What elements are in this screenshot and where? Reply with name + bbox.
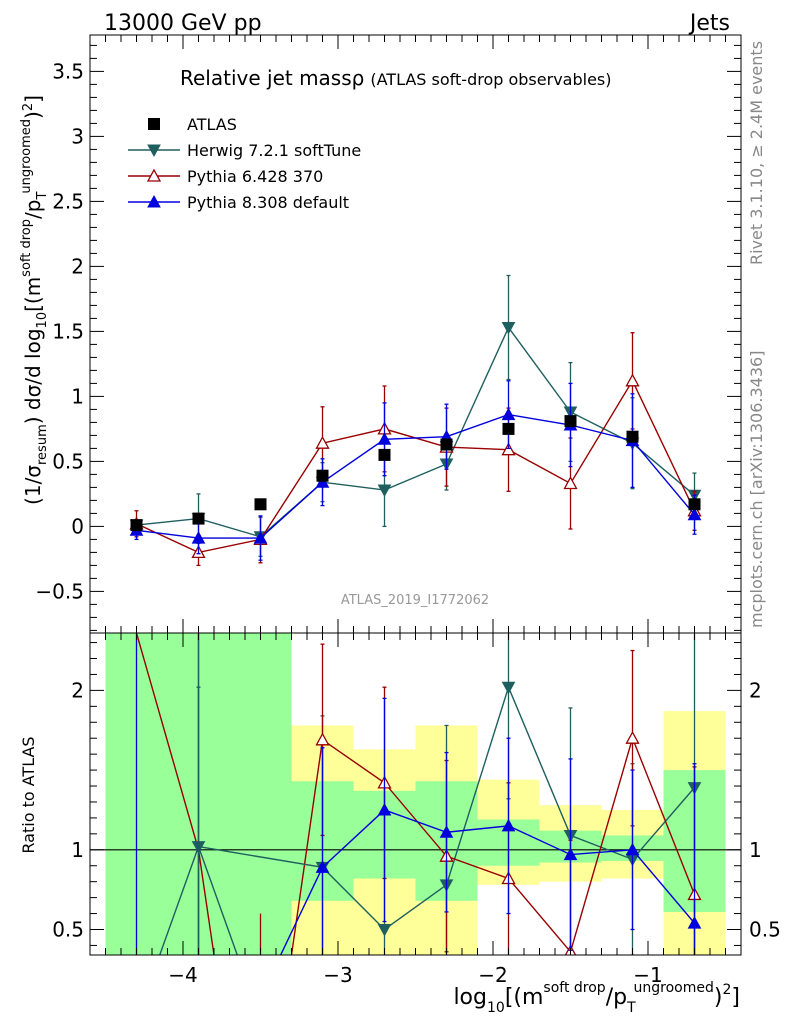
chart-title-main: Relative jet massρ <box>180 66 364 90</box>
point-pythia-8-308-default <box>501 407 516 421</box>
point-atlas <box>626 430 639 443</box>
point-pythia-6-428-370 <box>315 435 330 449</box>
series-atlas <box>130 415 701 532</box>
chart-subtitle: (ATLAS soft-drop observables) <box>370 70 611 89</box>
main-ticks: −0.5 0 0.5 1 1.5 2 2.5 3 3.5 <box>35 35 741 633</box>
ratio-point-pythia-8-308-default <box>315 860 330 873</box>
main-ytick-label: 0.5 <box>52 449 84 473</box>
ratio-point-pythia-6-428-370 <box>625 730 640 744</box>
mcplots-label: mcplots.cern.ch [arXiv:1306.3436] <box>747 351 766 628</box>
legend-label-pythia-6-428-370: Pythia 6.428 370 <box>187 167 323 186</box>
legend: ATLAS Herwig 7.2.1 softTune Pythia 6.428 3… <box>128 115 361 212</box>
ratio-point-pythia-8-308-default <box>563 847 578 861</box>
analysis-label: ATLAS_2019_I1772062 <box>341 593 489 608</box>
legend-item-pythia-8-308-default: Pythia 8.308 default <box>128 193 349 212</box>
main-series-layer <box>129 274 702 567</box>
point-atlas <box>688 498 701 511</box>
legend-marker-pythia-6-428-370 <box>146 168 162 182</box>
point-pythia-8-308-default <box>191 531 206 544</box>
main-ytick-label: 1 <box>71 384 84 408</box>
ratio-ytick-label-right: 0.5 <box>749 917 781 941</box>
offscale-segment-herwig-7-2-1-softtune <box>197 846 238 955</box>
main-ytick-label: 3 <box>71 124 84 148</box>
main-ytick-label: 1.5 <box>52 319 84 343</box>
series-pythia-8-308-default <box>129 380 702 561</box>
rivet-label: Rivet 3.1.10, ≥ 2.4M events <box>747 41 766 265</box>
ratio-series-layer <box>135 633 702 955</box>
ratio-ytick-label-right: 2 <box>749 678 762 702</box>
header-energy: 13000 GeV pp <box>104 11 262 36</box>
point-herwig-7-2-1-softtune <box>501 322 516 335</box>
ratio-point-herwig-7-2-1-softtune <box>377 923 392 937</box>
legend-label-herwig-7-2-1-softtune: Herwig 7.2.1 softTune <box>187 141 361 160</box>
legend-item-herwig-7-2-1-softtune: Herwig 7.2.1 softTune <box>128 141 361 160</box>
offscale-segment-herwig-7-2-1-softtune <box>159 846 200 955</box>
legend-label-pythia-8-308-default: Pythia 8.308 default <box>187 193 349 212</box>
point-atlas <box>440 438 453 451</box>
point-atlas <box>316 469 329 482</box>
offscale-segment-pythia-6-428-370 <box>197 849 215 955</box>
point-atlas <box>564 415 577 428</box>
series-line-pythia-8-308-default <box>136 413 696 539</box>
series-pythia-6-428-370 <box>129 332 702 567</box>
main-ytick-label: 0 <box>71 514 84 538</box>
xtick-label: −4 <box>168 963 197 987</box>
point-atlas <box>192 512 205 525</box>
ratio-point-pythia-8-308-default <box>439 825 454 838</box>
band-inner <box>229 633 292 955</box>
point-pythia-8-308-default <box>687 507 702 521</box>
ratio-series-pythia-8-308-default <box>315 697 702 955</box>
ratio-point-pythia-8-308-default <box>687 916 702 929</box>
xtick-label: −1 <box>633 963 662 987</box>
offscale-segment-pythia-6-428-370 <box>290 739 324 955</box>
legend-marker-pythia-8-308-default <box>147 194 161 208</box>
main-ytick-label: 3.5 <box>52 59 84 83</box>
offscale-segment-pythia-6-428-370 <box>135 633 200 850</box>
point-atlas <box>130 519 143 532</box>
point-pythia-6-428-370 <box>625 373 640 387</box>
series-herwig-7-2-1-softtune <box>129 274 702 557</box>
ratio-point-pythia-8-308-default <box>501 818 516 832</box>
ratio-line-herwig-7-2-1-softtune <box>198 685 696 931</box>
legend-marker-atlas <box>148 118 160 130</box>
legend-item-pythia-6-428-370: Pythia 6.428 370 <box>128 167 323 186</box>
ratio-ylabel: Ratio to ATLAS <box>19 736 38 853</box>
ratio-ytick-label-right: 1 <box>749 838 762 862</box>
point-pythia-8-308-default <box>377 432 392 445</box>
point-pythia-6-428-370 <box>563 476 578 490</box>
chart-title: Relative jet massρ (ATLAS soft-drop obser… <box>180 66 611 90</box>
xtick-label: −3 <box>323 963 352 987</box>
offscale-segment-pythia-8-308-default <box>280 867 324 955</box>
main-ytick-label: −0.5 <box>35 579 84 603</box>
point-pythia-6-428-370 <box>501 442 516 456</box>
legend-label-atlas: ATLAS <box>187 115 237 134</box>
ratio-ytick-label: 0.5 <box>52 917 84 941</box>
point-pythia-8-308-default <box>253 531 268 544</box>
main-ytick-label: 2 <box>71 254 84 278</box>
ratio-ytick-label: 1 <box>71 838 84 862</box>
series-line-pythia-6-428-370 <box>136 379 696 554</box>
header-jets: Jets <box>688 11 730 36</box>
xtick-label: −2 <box>478 963 507 987</box>
xlabel: log10[(msoft drop/pTungroomed)2] <box>453 980 740 1016</box>
point-atlas <box>254 498 267 511</box>
ratio-point-pythia-8-308-default <box>377 802 392 816</box>
ratio-point-pythia-6-428-370 <box>315 732 330 746</box>
legend-item-atlas: ATLAS <box>148 115 237 134</box>
main-ylabel: (1/σresum) dσ/d log10[(msoft drop/pTungr… <box>19 95 50 505</box>
main-ytick-label: 2.5 <box>52 189 84 213</box>
ratio-errbar-pythia-8-308-default <box>320 747 325 955</box>
ratio-errbar-pythia-8-308-default <box>692 763 697 955</box>
ratio-point-pythia-8-308-default <box>625 842 640 856</box>
ratio-ticks: 0.5 0.5 1 1 2 2 −4 −3 −2 −1 <box>52 633 781 987</box>
point-herwig-7-2-1-softtune <box>377 484 392 498</box>
point-atlas <box>378 448 391 461</box>
series-line-herwig-7-2-1-softtune <box>136 326 695 538</box>
legend-marker-herwig-7-2-1-softtune <box>147 144 161 158</box>
point-atlas <box>502 422 515 435</box>
ratio-point-herwig-7-2-1-softtune <box>501 681 516 695</box>
ratio-ytick-label: 2 <box>71 678 84 702</box>
